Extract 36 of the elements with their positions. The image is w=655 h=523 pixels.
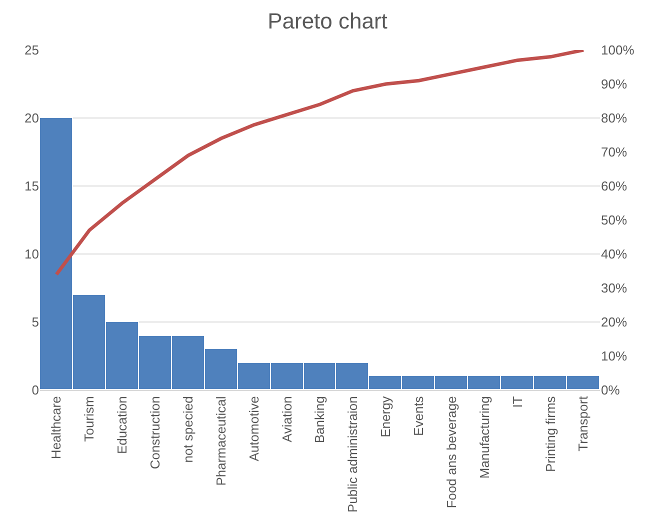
line-series	[54, 50, 586, 276]
x-tick-label: Printing firms	[542, 396, 558, 472]
x-tick-label: Banking	[312, 396, 328, 444]
x-tick-label: Automotive	[246, 396, 262, 462]
y2-tick-label: 80%	[601, 110, 628, 126]
x-tick-label: Tourism	[82, 396, 97, 442]
y2-tick-label: 40%	[601, 246, 628, 262]
x-tick-label: Manufacturing	[476, 396, 492, 479]
x-tick-label: Pharmaceutical	[213, 396, 228, 486]
y-tick-label: 25	[24, 42, 39, 58]
y2-tick-label: 100%	[601, 42, 635, 58]
x-tick-label: Healthcare	[48, 396, 64, 460]
y2-tick-label: 20%	[601, 314, 628, 330]
x-tick-label: IT	[510, 396, 525, 408]
y2-tick-label: 0%	[601, 382, 620, 398]
y2-tick-label: 10%	[601, 348, 628, 364]
x-tick-label: Aviation	[279, 396, 294, 442]
y-tick-label: 5	[32, 314, 39, 330]
y-tick-label: 0	[32, 382, 39, 398]
y2-tick-label: 50%	[601, 212, 628, 228]
y2-tick-label: 70%	[601, 144, 628, 160]
y-tick-label: 10	[24, 246, 39, 262]
x-tick-label: Public administraion	[345, 396, 360, 513]
x-tick-label: Events	[411, 396, 426, 436]
x-tick-label: Energy	[378, 396, 394, 438]
y2-tick-label: 30%	[601, 280, 628, 296]
x-tick-label: not specied	[180, 396, 196, 463]
x-tick-label: Education	[114, 396, 130, 454]
y-tick-label: 15	[24, 178, 39, 194]
y2-tick-label: 60%	[601, 178, 628, 194]
x-tick-label: Construction	[148, 396, 163, 470]
y2-tick-label: 90%	[601, 76, 628, 92]
x-tick-label: Transport	[576, 396, 591, 452]
chart-title: Pareto chart	[268, 8, 388, 34]
x-tick-label: Food ans beverage	[444, 396, 459, 508]
y-tick-label: 20	[24, 110, 39, 126]
